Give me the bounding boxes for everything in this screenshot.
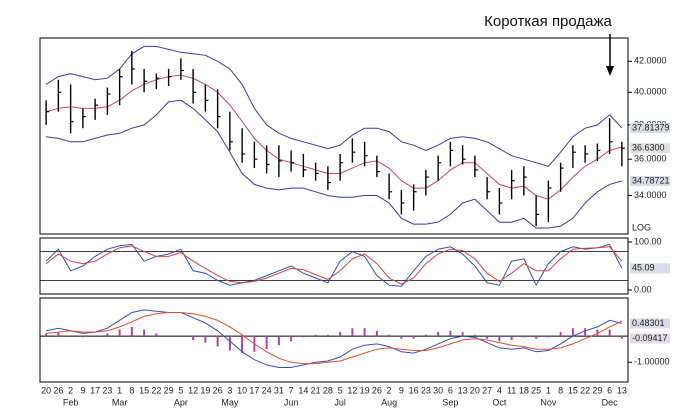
y-tick-label: 0.00 [634, 284, 652, 294]
annotation-arrowhead [606, 66, 614, 76]
x-tick-label: 3 [227, 385, 232, 395]
value-label-box [630, 175, 670, 186]
value-label: 0.48301 [632, 318, 665, 328]
series-line [45, 74, 623, 200]
x-tick-label: 13 [458, 385, 468, 395]
x-tick-label: 15 [139, 385, 149, 395]
month-label: Jun [284, 397, 299, 407]
series-line [45, 309, 623, 368]
x-tick-label: 19 [360, 385, 370, 395]
value-label: 36.6300 [632, 143, 665, 153]
value-label-box [630, 318, 670, 329]
x-tick-label: 6 [448, 385, 453, 395]
x-tick-label: 9 [399, 385, 404, 395]
series-line [45, 243, 623, 287]
x-tick-label: 29 [592, 385, 602, 395]
x-tick-label: 22 [580, 385, 590, 395]
y-tick-label: 40.0000 [634, 87, 667, 97]
series-line [45, 245, 623, 285]
month-label: Feb [63, 397, 79, 407]
y-tick-label: 34.0000 [634, 190, 667, 200]
x-tick-label: 8 [129, 385, 134, 395]
x-tick-label: 22 [151, 385, 161, 395]
x-tick-label: 30 [433, 385, 443, 395]
month-label: Dec [602, 397, 619, 407]
month-label: May [221, 397, 239, 407]
scale-label: LOG [632, 222, 651, 232]
x-tick-label: 28 [323, 385, 333, 395]
x-tick-label: 31 [274, 385, 284, 395]
x-tick-label: 12 [347, 385, 357, 395]
x-tick-label: 17 [90, 385, 100, 395]
series-line [46, 99, 623, 229]
x-tick-label: 26 [213, 385, 223, 395]
x-tick-label: 4 [497, 385, 502, 395]
x-tick-label: 17 [249, 385, 259, 395]
value-label-box [630, 143, 670, 154]
x-tick-label: 16 [409, 385, 419, 395]
x-tick-label: 23 [102, 385, 112, 395]
x-tick-label: 1 [117, 385, 122, 395]
x-tick-label: 10 [237, 385, 247, 395]
month-label: Oct [492, 397, 507, 407]
y-tick-label: 42.0000 [634, 56, 667, 66]
x-tick-label: 2 [68, 385, 73, 395]
x-tick-label: 19 [200, 385, 210, 395]
y-tick-label: -1.00000 [634, 357, 670, 367]
x-tick-label: 25 [531, 385, 541, 395]
x-tick-label: 20 [41, 385, 51, 395]
y-tick-label: 36.0000 [634, 154, 667, 164]
x-tick-label: 1 [546, 385, 551, 395]
value-label-box [630, 333, 670, 344]
x-tick-label: 11 [507, 385, 516, 395]
x-tick-label: 27 [482, 385, 492, 395]
x-tick-label: 23 [421, 385, 431, 395]
month-label: Nov [540, 397, 557, 407]
stochastic-panel [39, 237, 629, 295]
value-label-box [630, 263, 670, 274]
x-tick-label: 5 [338, 385, 343, 395]
month-label: Mar [112, 397, 128, 407]
x-tick-label: 6 [607, 385, 612, 395]
month-label: Sep [442, 397, 458, 407]
value-label: -0.09417 [632, 333, 668, 343]
x-tick-label: 29 [164, 385, 174, 395]
series-line [46, 312, 623, 365]
x-tick-label: 26 [372, 385, 382, 395]
value-label: 34.78721 [632, 175, 670, 185]
x-tick-label: 13 [617, 385, 627, 395]
x-tick-label: 8 [558, 385, 563, 395]
x-tick-label: 14 [298, 385, 308, 395]
x-tick-label: 15 [568, 385, 578, 395]
x-tick-label: 2 [387, 385, 392, 395]
x-tick-label: 18 [519, 385, 529, 395]
x-tick-label: 26 [53, 385, 63, 395]
x-tick-label: 5 [178, 385, 183, 395]
x-tick-label: 24 [262, 385, 272, 395]
value-label: 45.09 [632, 263, 655, 273]
macd-panel [39, 297, 629, 383]
series-line [45, 45, 623, 167]
x-tick-label: 12 [188, 385, 198, 395]
annotation: Короткая продажа [484, 13, 612, 30]
value-label-box [630, 122, 670, 133]
month-label: Apr [174, 397, 188, 407]
month-label: Jul [334, 397, 346, 407]
x-tick-label: 20 [470, 385, 480, 395]
x-tick-label: 21 [311, 385, 321, 395]
x-tick-label: 7 [289, 385, 294, 395]
y-tick-label: 100.00 [634, 236, 662, 246]
month-label: Aug [381, 397, 397, 407]
price-panel [39, 37, 629, 235]
x-tick-label: 9 [80, 385, 85, 395]
value-label: 37.81379 [632, 122, 670, 132]
